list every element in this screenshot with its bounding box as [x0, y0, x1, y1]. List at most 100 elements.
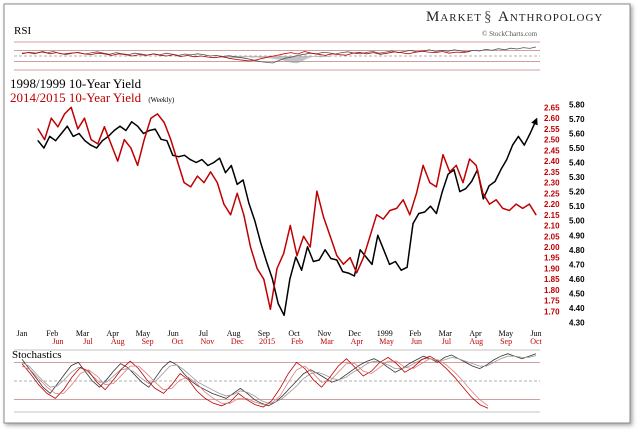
series-1998-point [201, 159, 203, 161]
series-1998-point [312, 260, 314, 263]
series-2014-point [296, 255, 298, 257]
series-2014-point [269, 308, 271, 310]
y-left-tick-label: 2.10 [544, 222, 560, 231]
series-2014-point [123, 139, 125, 141]
x-tick-label-2014: Jun [411, 337, 422, 346]
series-2014-point [77, 128, 79, 130]
series-1998-point [248, 202, 250, 204]
x-tick-label-1998: Apr [106, 329, 119, 338]
series-2014-point [522, 207, 524, 209]
series-1998-point [224, 172, 227, 174]
series-2014-point [336, 255, 338, 257]
series-2014-point [342, 263, 344, 265]
series-1998-point [219, 157, 221, 159]
series-1998-point [49, 135, 51, 137]
series-1998-point [388, 263, 391, 265]
series-1998-point [383, 249, 385, 251]
x-tick-label-1998: Aug [227, 329, 241, 338]
series-1998-point [511, 144, 514, 146]
brand-separator-icon: § [484, 9, 492, 25]
series-2014-point [449, 171, 451, 173]
x-tick-label-1998: Oct [288, 329, 300, 338]
x-tick-label-1998: Dec [348, 329, 361, 338]
series-1998-point [66, 125, 68, 127]
x-tick-label-1998: Sep [258, 329, 270, 338]
y-left-tick-label: 2.35 [544, 168, 560, 177]
y-left-tick-label: 1.70 [544, 307, 560, 316]
series-2014-point [90, 139, 92, 141]
series-2014-point [495, 199, 497, 201]
series-2014-point [349, 257, 351, 259]
series-1998-point [195, 161, 197, 164]
x-tick-label-1998: Nov [318, 329, 332, 338]
series-1998-point [148, 129, 150, 132]
series-2014-point [329, 235, 331, 237]
y-right-tick-label: 5.50 [569, 144, 585, 153]
series-line-1998 [37, 120, 537, 317]
series-1998-point [283, 314, 285, 316]
y-left-tick-label: 1.90 [544, 265, 560, 274]
rsi-panel [14, 41, 540, 71]
series-2014-point [402, 199, 404, 201]
series-2014-point [283, 252, 285, 254]
x-axis-2014: Jun Jul Aug Sep Oct Nov Dec 2015 Feb Mar Apr May Jun… [52, 337, 542, 346]
series-2014-point [396, 207, 398, 209]
series-1998-point [131, 121, 133, 123]
series-1998-point [207, 164, 209, 167]
main-plot [37, 106, 538, 317]
series-2014-point [210, 171, 212, 173]
series-2014-point [276, 267, 278, 270]
source-credit: © StockCharts.com [482, 30, 538, 38]
y-left-tick-label: 2.30 [544, 179, 560, 188]
series-1998-point [142, 132, 145, 135]
series-1998-point [494, 180, 496, 183]
series-1998-point [137, 125, 139, 127]
stochastics-line [21, 358, 489, 407]
series-1998-point [37, 140, 39, 142]
series-2014-point [309, 246, 311, 248]
rsi-line-red [21, 50, 471, 62]
legend-1998: 1998/1999 10-Year Yield [10, 76, 142, 91]
series-2014-point [50, 117, 52, 119]
series-1998-point [406, 266, 408, 268]
series-2014-point [170, 139, 172, 141]
x-tick-label-1998: Apr [469, 329, 482, 338]
series-1998-point [529, 132, 531, 135]
x-tick-label-2014: Jul [442, 337, 452, 346]
x-tick-label-1998: 1999 [377, 329, 393, 338]
series-2014-point [196, 175, 198, 177]
y-left-tick-label: 2.65 [544, 103, 560, 112]
series-2014-point [435, 186, 437, 188]
series-2014-point [143, 139, 145, 141]
series-2014-point [176, 160, 178, 162]
series-1998-point [371, 263, 373, 265]
y-left-tick-label: 2.20 [544, 200, 560, 209]
y-axis-left: 2.65 2.60 2.55 2.502.45 2.40 2.35 2.302.25 2.20… [544, 103, 560, 316]
series-1998-point [230, 164, 232, 167]
series-1998-point [213, 161, 215, 164]
series-1998-point [359, 249, 361, 251]
x-tick-label-1998: Feb [46, 329, 58, 338]
y-left-tick-label: 2.15 [544, 211, 560, 220]
series-1998-point [342, 271, 344, 273]
series-1998-point [429, 205, 432, 207]
series-2014-point [236, 192, 238, 194]
series-2014-point [515, 203, 517, 205]
y-left-tick-label: 2.05 [544, 232, 560, 241]
series-2014-point [488, 203, 491, 205]
y-right-tick-label: 5.40 [569, 159, 585, 168]
series-2014-point [462, 182, 464, 184]
series-2014-point [415, 192, 418, 194]
y-left-tick-label: 2.00 [544, 243, 560, 252]
y-left-tick-label: 2.60 [544, 114, 560, 123]
series-1998-point [365, 256, 367, 258]
y-left-tick-label: 2.55 [544, 125, 560, 134]
series-1998-point [418, 212, 420, 215]
series-1998-point [96, 147, 98, 149]
series-1998-point [271, 278, 273, 280]
x-tick-label-1998: Jun [168, 329, 179, 338]
series-1998-point [277, 303, 279, 305]
y-right-tick-label: 4.40 [569, 304, 585, 313]
stochastics-panel [14, 349, 540, 413]
